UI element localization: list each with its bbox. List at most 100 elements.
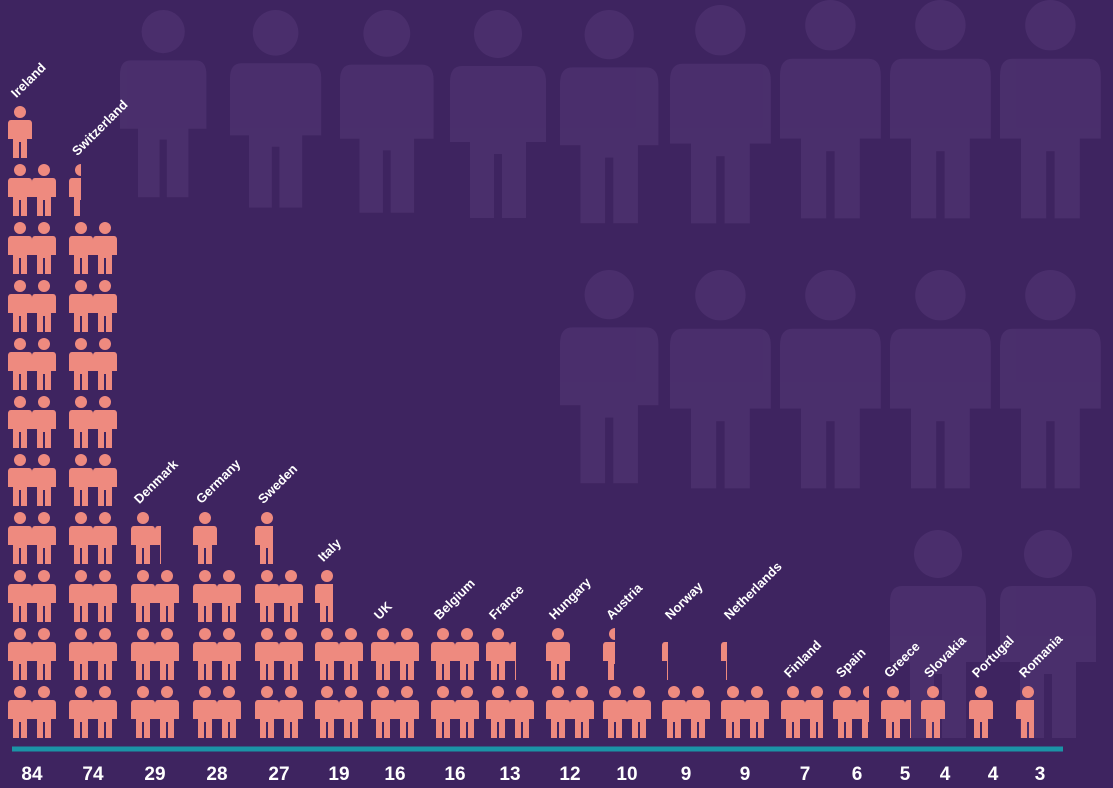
body (455, 700, 479, 738)
head (137, 512, 149, 524)
head (401, 686, 413, 698)
icon-column (8, 106, 56, 738)
body (890, 328, 991, 489)
head (345, 686, 357, 698)
body (881, 700, 905, 738)
silhouette (93, 628, 117, 680)
silhouette (560, 10, 659, 224)
silhouette (371, 628, 395, 680)
icon (745, 686, 769, 738)
head (252, 10, 299, 56)
head (492, 686, 504, 698)
icon-column (833, 686, 869, 738)
silhouette (8, 512, 32, 564)
head (38, 512, 50, 524)
body (8, 294, 32, 332)
icon (255, 686, 279, 738)
body (780, 58, 881, 219)
silhouette (486, 686, 510, 738)
silhouette (8, 222, 32, 274)
head (38, 396, 50, 408)
body (8, 120, 32, 158)
head (75, 164, 81, 176)
body (69, 352, 93, 390)
head (437, 686, 449, 698)
icon (32, 570, 56, 622)
head (99, 280, 111, 292)
body (431, 700, 455, 738)
body (279, 642, 303, 680)
head (161, 628, 173, 640)
head (321, 686, 333, 698)
silhouette (32, 164, 56, 216)
body (8, 584, 32, 622)
body (155, 526, 161, 564)
icon (546, 628, 570, 680)
silhouette (805, 686, 823, 738)
head (75, 222, 87, 234)
body (32, 526, 56, 564)
silhouette (781, 686, 805, 738)
silhouette (32, 222, 56, 274)
icon (217, 686, 241, 738)
head (137, 628, 149, 640)
silhouette (455, 628, 479, 680)
head (461, 686, 473, 698)
silhouette (93, 222, 117, 274)
icon (431, 628, 455, 680)
silhouette (455, 686, 479, 738)
icon (8, 338, 32, 390)
icon-column (131, 512, 179, 738)
head (839, 686, 851, 698)
icon-column (921, 686, 945, 738)
silhouette (32, 396, 56, 448)
body (662, 700, 686, 738)
body (32, 352, 56, 390)
head (609, 628, 615, 640)
icon (69, 628, 93, 680)
icon-column (603, 628, 651, 738)
head (161, 570, 173, 582)
icon (8, 164, 32, 216)
head (285, 628, 297, 640)
head (914, 530, 962, 578)
value-label: 16 (384, 764, 405, 785)
body (93, 526, 117, 564)
icon (93, 628, 117, 680)
icon (486, 628, 510, 680)
body (371, 700, 395, 738)
head (285, 570, 297, 582)
head (75, 280, 87, 292)
silhouette (745, 686, 769, 738)
silhouette (546, 628, 570, 680)
value-label: 7 (800, 764, 811, 785)
silhouette (93, 454, 117, 506)
icon (371, 628, 395, 680)
icon (279, 686, 303, 738)
silhouette (131, 686, 155, 738)
head (692, 686, 704, 698)
silhouette (193, 628, 217, 680)
silhouette (32, 570, 56, 622)
silhouette (921, 686, 945, 738)
icon (8, 106, 32, 158)
silhouette (1000, 270, 1101, 489)
body (1016, 700, 1034, 738)
value-label: 19 (328, 764, 349, 785)
silhouette (395, 686, 419, 738)
silhouette (450, 10, 546, 218)
head (199, 512, 211, 524)
silhouette (486, 628, 510, 680)
icon (686, 686, 710, 738)
body (603, 642, 615, 680)
icon (217, 628, 241, 680)
head (99, 512, 111, 524)
silhouette (93, 280, 117, 332)
head (75, 570, 87, 582)
silhouette (890, 530, 986, 738)
body (131, 642, 155, 680)
silhouette (1016, 686, 1034, 738)
head (516, 686, 528, 698)
head (915, 270, 966, 321)
silhouette (255, 570, 279, 622)
